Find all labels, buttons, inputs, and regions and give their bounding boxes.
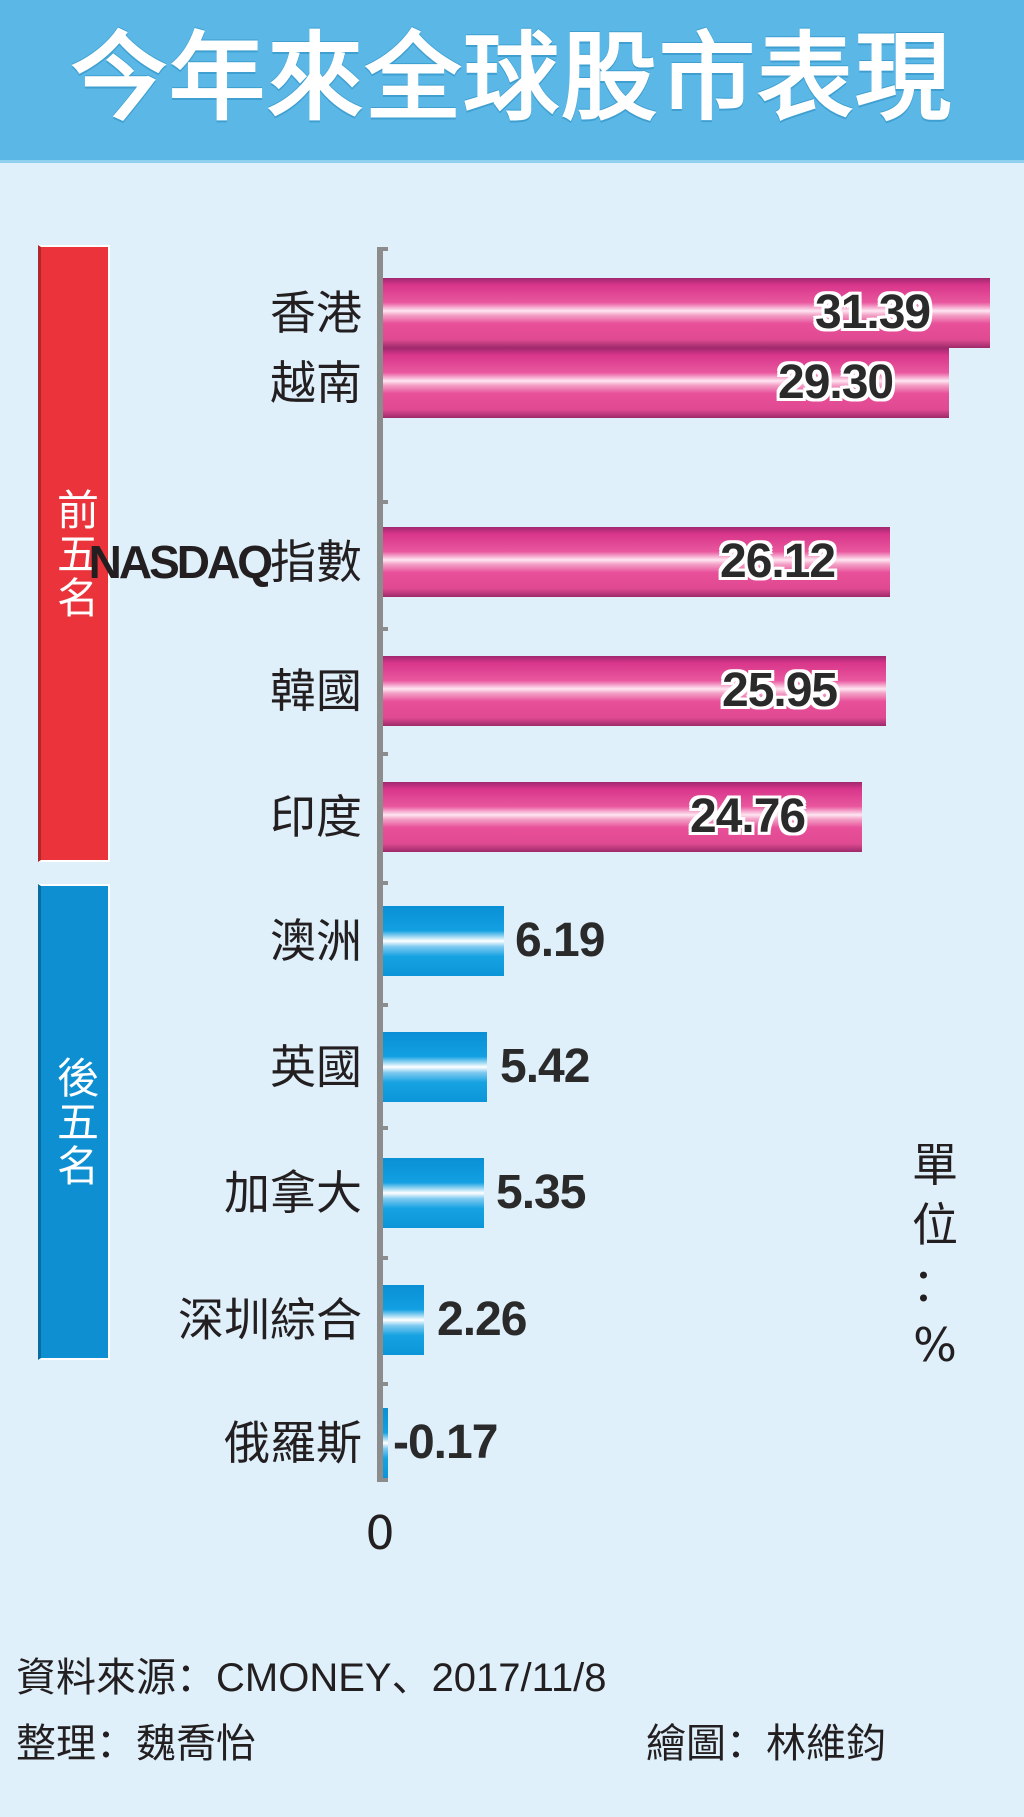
category-label: 越南: [270, 356, 362, 410]
axis-tick: [383, 881, 388, 885]
value-label: 29.30: [778, 356, 894, 409]
unit-label: 單 位 ： %: [905, 1135, 965, 1375]
axis-tick: [383, 1478, 388, 1482]
axis-tick: [383, 1003, 388, 1007]
unit-char: 單: [912, 1138, 958, 1192]
category-label: 澳洲: [270, 914, 362, 968]
chart-title: 今年來全球股市表現: [71, 22, 953, 134]
group-label-top-five: 前五名: [50, 487, 100, 620]
category-label: 俄羅斯: [224, 1416, 362, 1470]
unit-char: ：: [912, 1258, 958, 1312]
value-label: 31.39: [815, 286, 931, 339]
value-label: 26.12: [720, 535, 836, 588]
category-label: 印度: [270, 790, 362, 844]
category-label: 韓國: [270, 664, 362, 718]
bar-australia: [383, 906, 504, 976]
value-label: 5.42: [500, 1040, 590, 1093]
category-label: 香港: [270, 286, 362, 340]
axis-tick: [383, 247, 388, 251]
category-label-cjk: 指數: [270, 535, 362, 589]
bar-india: [383, 782, 862, 852]
bar-korea: [383, 656, 886, 726]
editor-credit: 整理：魏喬怡: [16, 1722, 256, 1766]
axis-tick: [383, 1382, 388, 1386]
category-label: 加拿大: [224, 1166, 362, 1220]
unit-char: 位: [912, 1198, 958, 1252]
group-band-bottom-five: 後五名: [38, 884, 110, 1360]
y-axis-zero-line: [377, 247, 383, 1482]
value-label: -0.17: [393, 1416, 498, 1469]
bar-shenzhen: [383, 1285, 424, 1355]
axis-tick: [383, 752, 388, 756]
value-label: 2.26: [437, 1293, 527, 1346]
axis-zero-label: 0: [365, 1506, 395, 1560]
value-label: 6.19: [515, 914, 605, 967]
bar-nasdaq: [383, 527, 890, 597]
axis-tick: [383, 627, 388, 631]
source-note: 資料來源：CMONEY、2017/11/8: [16, 1656, 607, 1700]
bar-vietnam: [383, 348, 949, 418]
category-label: NASDAQ指數: [89, 527, 362, 597]
credits-line: 整理：魏喬怡 繪圖：林維鈞: [16, 1718, 1006, 1770]
bar-hong-kong: [383, 278, 990, 348]
illustrator-credit: 繪圖：林維鈞: [646, 1722, 886, 1766]
axis-tick: [383, 500, 388, 504]
group-label-bottom-five: 後五名: [50, 1056, 100, 1188]
category-label: 英國: [270, 1040, 362, 1094]
value-label: 25.95: [722, 664, 838, 717]
category-label-latin: NASDAQ: [88, 536, 273, 588]
value-label: 24.76: [690, 790, 806, 843]
header-banner: 今年來全球股市表現: [0, 0, 1024, 163]
bar-uk: [383, 1032, 487, 1102]
axis-tick: [383, 1256, 388, 1260]
category-label: 深圳綜合: [178, 1293, 362, 1347]
group-band-top-five: 前五名: [38, 245, 110, 862]
value-label: 5.35: [496, 1166, 586, 1219]
axis-tick: [383, 1126, 388, 1130]
bar-canada: [383, 1158, 484, 1228]
unit-char: %: [913, 1318, 957, 1372]
bar-russia: [383, 1408, 388, 1478]
